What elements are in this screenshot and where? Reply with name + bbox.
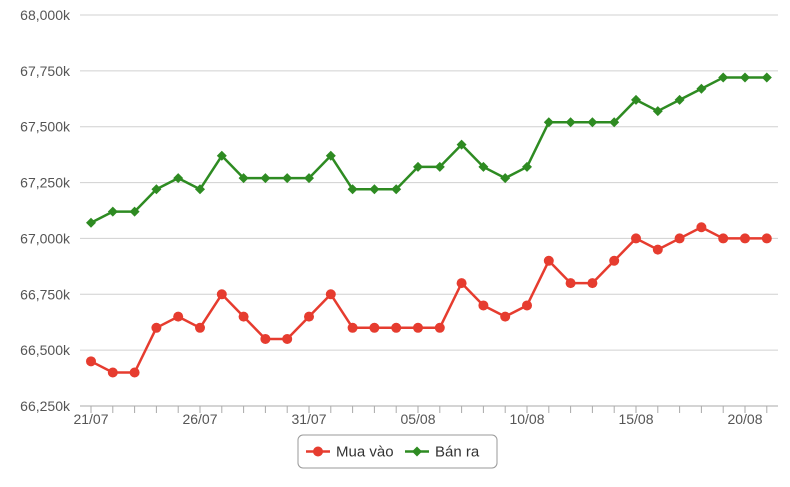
data-point[interactable] [347,184,358,195]
data-point[interactable] [456,139,467,150]
data-point[interactable] [587,117,598,128]
data-point[interactable] [500,311,511,322]
data-point[interactable] [325,289,336,300]
series-line [90,226,767,374]
data-point[interactable] [674,233,685,244]
data-point[interactable] [740,233,750,244]
x-tick-label: 20/08 [727,411,762,427]
data-point[interactable] [325,150,336,161]
x-tick-label: 26/07 [182,411,217,427]
data-point[interactable] [631,233,641,244]
data-point[interactable] [609,117,620,128]
x-tick-label: 05/08 [400,411,435,427]
data-point[interactable] [652,244,663,255]
data-point[interactable] [216,289,227,300]
data-point[interactable] [86,217,96,228]
data-point[interactable] [696,83,707,94]
grid-layer [80,14,778,407]
data-point[interactable] [238,311,249,322]
y-tick-label: 68,000k [20,7,71,23]
data-point[interactable] [173,173,184,184]
data-point[interactable] [260,333,271,344]
data-point[interactable] [151,322,162,333]
data-point[interactable] [238,173,249,184]
data-point[interactable] [718,72,729,83]
x-tick-label: 31/07 [291,411,326,427]
data-point[interactable] [282,333,293,344]
data-point[interactable] [434,161,445,172]
data-point[interactable] [761,233,772,244]
data-point[interactable] [413,161,423,172]
data-point[interactable] [631,94,641,105]
data-point[interactable] [391,184,402,195]
data-point[interactable] [522,161,532,172]
data-point[interactable] [478,161,489,172]
data-point[interactable] [543,255,554,266]
y-tick-label: 66,750k [20,286,71,302]
x-tick-label: 15/08 [618,411,653,427]
data-point[interactable] [260,173,271,184]
legend-item-0[interactable]: Mua vào [306,444,394,461]
data-point[interactable] [282,173,293,184]
data-point[interactable] [369,184,380,195]
data-point[interactable] [369,322,380,333]
data-point[interactable] [391,322,402,333]
y-tick-label: 67,250k [20,175,71,191]
data-point[interactable] [652,106,663,117]
series-1 [86,72,772,228]
y-tick-label: 67,750k [20,63,71,79]
legend-label: Bán ra [435,444,480,461]
data-point[interactable] [565,117,576,128]
legend-item-1[interactable]: Bán ra [405,444,480,461]
y-tick-label: 67,500k [20,119,71,135]
data-point[interactable] [86,356,96,367]
data-point[interactable] [456,278,467,289]
data-point[interactable] [304,311,314,322]
data-point[interactable] [478,300,489,311]
data-point[interactable] [195,322,205,333]
data-point[interactable] [587,278,598,289]
data-point[interactable] [543,117,554,128]
data-point[interactable] [609,255,620,266]
legend-marker [412,446,422,457]
data-point[interactable] [347,322,358,333]
data-point[interactable] [740,72,750,83]
data-point[interactable] [696,222,707,233]
data-point[interactable] [718,233,729,244]
series-0 [86,222,772,378]
data-point[interactable] [151,184,162,195]
data-point[interactable] [304,173,314,184]
series-line [90,76,767,224]
legend[interactable]: Mua vào Bán ra [297,434,498,469]
y-tick-label: 66,250k [20,398,71,414]
data-point[interactable] [195,184,205,195]
axis-layer: 66,250k 66,500k 66,750k 67,000k 67,250k 67,50… [20,7,778,427]
legend-marker [313,446,323,457]
data-point[interactable] [216,150,227,161]
data-point[interactable] [129,206,140,217]
data-point[interactable] [674,94,685,105]
x-tick-label: 10/08 [509,411,544,427]
legend-label: Mua vào [336,444,394,461]
data-point[interactable] [107,367,118,378]
y-tick-label: 67,000k [20,230,71,246]
data-point[interactable] [129,367,140,378]
data-point[interactable] [500,173,511,184]
y-tick-label: 66,500k [20,342,71,358]
data-point[interactable] [761,72,772,83]
data-point[interactable] [522,300,532,311]
legend-box [297,434,498,469]
data-point[interactable] [173,311,184,322]
data-point[interactable] [413,322,423,333]
data-point[interactable] [107,206,118,217]
x-tick-label: 21/07 [73,411,108,427]
data-point[interactable] [434,322,445,333]
data-point[interactable] [565,278,576,289]
series-layer [86,72,772,378]
